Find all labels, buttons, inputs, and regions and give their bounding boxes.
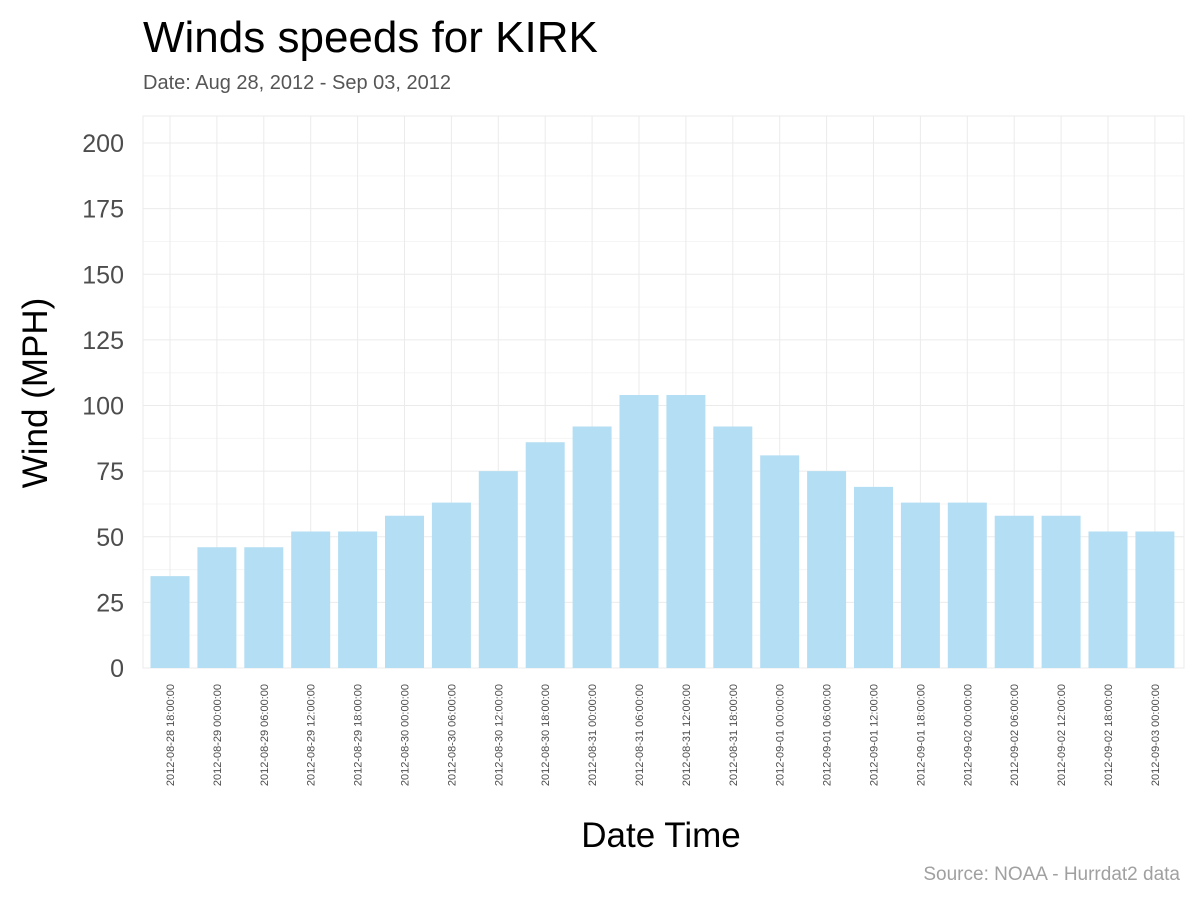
x-tick-label: 2012-09-01 12:00:00 (869, 684, 881, 786)
x-tick-label: 2012-08-29 12:00:00 (306, 684, 318, 786)
y-tick-label: 75 (96, 458, 124, 486)
bars (150, 395, 1175, 668)
bar (1088, 531, 1128, 668)
bar (666, 395, 706, 668)
x-tick-label: 2012-08-29 00:00:00 (212, 684, 224, 786)
bar (854, 486, 893, 668)
y-tick-label: 25 (96, 589, 124, 617)
y-tick-label: 200 (82, 130, 124, 158)
bar (713, 426, 753, 668)
x-tick-label: 2012-09-02 12:00:00 (1056, 684, 1068, 786)
x-axis-title: Date Time (581, 816, 741, 855)
chart-caption: Source: NOAA - Hurrdat2 data (923, 864, 1180, 885)
y-tick-label: 125 (82, 327, 124, 355)
bar (572, 426, 612, 668)
x-tick-label: 2012-09-01 18:00:00 (915, 684, 927, 786)
y-tick-label: 50 (96, 524, 124, 552)
bar (807, 471, 847, 668)
chart-subtitle: Date: Aug 28, 2012 - Sep 03, 2012 (143, 72, 451, 94)
bar (900, 502, 940, 668)
bar (244, 547, 284, 668)
bar (1135, 531, 1175, 668)
x-tick-label: 2012-08-30 00:00:00 (400, 684, 412, 786)
y-tick-label: 100 (82, 393, 124, 421)
x-tick-label: 2012-09-01 00:00:00 (775, 684, 787, 786)
bar (197, 547, 237, 668)
y-tick-label: 175 (82, 196, 124, 224)
x-tick-label: 2012-08-30 12:00:00 (493, 684, 505, 786)
bar (947, 502, 987, 668)
bar (291, 531, 331, 668)
x-tick-label: 2012-09-02 00:00:00 (962, 684, 974, 786)
bar (760, 455, 800, 668)
y-axis-ticks: 0 25 50 75 100 125 150 175 200 (82, 130, 124, 683)
bar (1041, 515, 1081, 668)
x-tick-label: 2012-08-30 06:00:00 (446, 684, 458, 786)
x-tick-label: 2012-09-02 18:00:00 (1103, 684, 1115, 786)
bar (478, 471, 518, 668)
x-tick-label: 2012-09-01 06:00:00 (822, 684, 834, 786)
x-tick-label: 2012-08-29 18:00:00 (353, 684, 365, 786)
bar (385, 515, 424, 668)
x-tick-label: 2012-08-31 18:00:00 (728, 684, 740, 786)
x-tick-label: 2012-09-03 00:00:00 (1150, 684, 1162, 786)
bar (150, 576, 190, 668)
bar (994, 515, 1034, 668)
x-tick-label: 2012-08-30 18:00:00 (540, 684, 552, 786)
bar (525, 442, 565, 668)
x-tick-label: 2012-09-02 06:00:00 (1009, 684, 1021, 786)
bar (431, 502, 471, 668)
x-tick-label: 2012-08-28 18:00:00 (165, 684, 177, 786)
chart-title: Winds speeds for KIRK (143, 13, 598, 62)
x-axis-ticks: 2012-08-28 18:00:00 2012-08-29 00:00:00 20… (165, 684, 1162, 786)
y-axis-title: Wind (MPH) (16, 298, 55, 489)
x-tick-label: 2012-08-29 06:00:00 (259, 684, 271, 786)
bar (338, 531, 378, 668)
x-tick-label: 2012-08-31 12:00:00 (681, 684, 693, 786)
bar (619, 395, 659, 668)
x-tick-label: 2012-08-31 06:00:00 (634, 684, 646, 786)
x-tick-label: 2012-08-31 00:00:00 (587, 684, 599, 786)
y-tick-label: 150 (82, 261, 124, 289)
plot-panel (142, 115, 1185, 669)
y-tick-label: 0 (110, 655, 124, 683)
